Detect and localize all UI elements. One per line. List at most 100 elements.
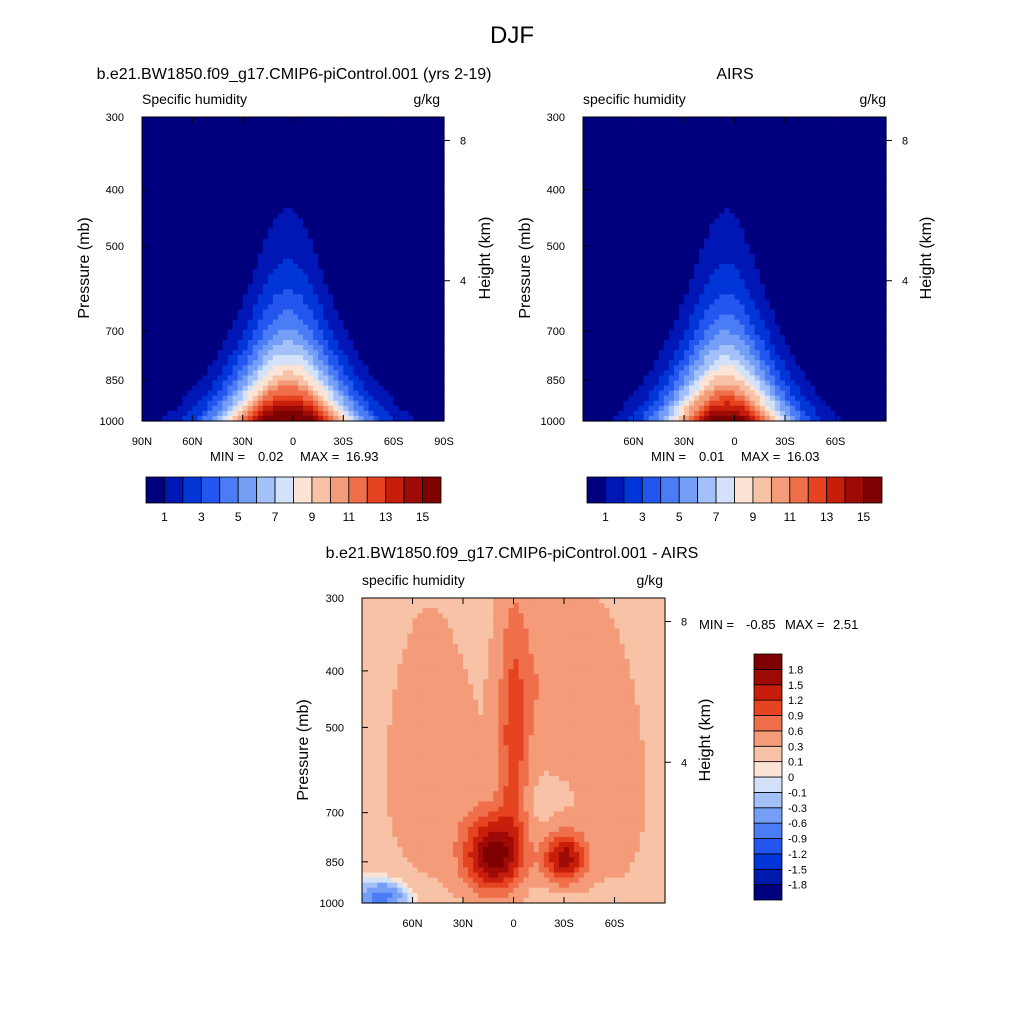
field-cell: [593, 182, 599, 189]
field-cell: [227, 147, 234, 154]
field-cell: [338, 117, 344, 123]
field-cell: [328, 233, 334, 240]
field-cell: [308, 142, 314, 148]
field-cell: [287, 253, 294, 260]
field-cell: [729, 167, 736, 174]
field-cell: [774, 223, 781, 230]
field-cell: [363, 147, 370, 154]
field-cell: [287, 269, 294, 275]
panel-title: b.e21.BW1850.f09_g17.CMIP6-piControl.001…: [97, 66, 492, 83]
field-cell: [428, 410, 435, 417]
field-cell: [267, 233, 274, 240]
field-cell: [729, 132, 736, 138]
field-cell: [187, 385, 193, 392]
field-cell: [433, 142, 440, 148]
field-cell: [187, 279, 193, 285]
field-cell: [358, 375, 365, 382]
field-cell: [227, 152, 234, 159]
field-cell: [744, 198, 751, 204]
field-cell: [142, 380, 148, 387]
field-cell: [709, 172, 715, 179]
field-cell: [207, 309, 214, 316]
field-cell: [433, 410, 440, 417]
field-cell: [167, 385, 173, 392]
field-cell: [835, 203, 842, 209]
field-cell: [423, 213, 430, 219]
field-cell: [719, 127, 725, 133]
field-cell: [413, 172, 420, 179]
field-cell: [293, 253, 299, 260]
field-cell: [694, 218, 700, 224]
field-cell: [618, 187, 624, 194]
field-cell: [162, 187, 168, 194]
field-cell: [428, 350, 435, 356]
field-cell: [147, 198, 153, 204]
field-cell: [413, 253, 420, 260]
field-cell: [232, 324, 239, 331]
field-cell: [433, 405, 440, 412]
field-cell: [368, 269, 375, 275]
field-cell: [393, 375, 400, 382]
field-cell: [805, 142, 811, 148]
field-cell: [318, 309, 324, 316]
field-cell: [373, 263, 380, 270]
field-cell: [323, 127, 329, 133]
field-cell: [287, 172, 294, 179]
field-cell: [408, 314, 415, 321]
field-cell: [247, 274, 254, 280]
field-cell: [167, 365, 173, 371]
field-cell: [790, 122, 796, 128]
field-cell: [247, 233, 254, 240]
field-cell: [237, 360, 244, 366]
field-cell: [418, 294, 425, 300]
field-cell: [358, 203, 365, 209]
field-cell: [267, 304, 274, 311]
field-cell: [759, 203, 766, 209]
field-cell: [353, 390, 360, 397]
field-cell: [217, 395, 224, 402]
field-cell: [413, 324, 420, 331]
field-cell: [277, 269, 284, 275]
field-cell: [810, 203, 816, 209]
field-cell: [428, 380, 435, 387]
field-cell: [618, 203, 624, 209]
field-cell: [875, 172, 882, 179]
field-cell: [353, 334, 360, 341]
field-cell: [438, 360, 445, 366]
field-cell: [719, 198, 725, 204]
field-cell: [418, 263, 425, 270]
field-cell: [588, 162, 594, 169]
field-cell: [308, 395, 314, 402]
field-cell: [298, 299, 304, 306]
field-cell: [242, 213, 249, 219]
field-cell: [628, 172, 635, 179]
field-cell: [694, 177, 700, 184]
field-cell: [242, 233, 249, 240]
field-cell: [177, 253, 183, 260]
field-cell: [393, 162, 400, 169]
field-cell: [398, 203, 405, 209]
field-cell: [805, 177, 811, 184]
field-cell: [182, 233, 188, 240]
field-cell: [363, 233, 370, 240]
field-cell: [287, 294, 294, 300]
field-cell: [623, 177, 630, 184]
field-cell: [162, 334, 168, 341]
field-cell: [207, 400, 214, 407]
field-cell: [689, 187, 695, 194]
field-cell: [749, 117, 756, 123]
field-cell: [413, 137, 420, 143]
field-cell: [287, 177, 294, 184]
field-cell: [282, 243, 289, 250]
field-cell: [308, 410, 314, 417]
field-cell: [318, 117, 324, 123]
field-cell: [328, 299, 334, 306]
field-cell: [157, 304, 163, 311]
field-cell: [678, 177, 685, 184]
field-cell: [378, 405, 385, 412]
field-cell: [810, 177, 816, 184]
field-cell: [378, 233, 385, 240]
field-cell: [147, 122, 153, 128]
field-cell: [242, 309, 249, 316]
field-cell: [820, 177, 826, 184]
